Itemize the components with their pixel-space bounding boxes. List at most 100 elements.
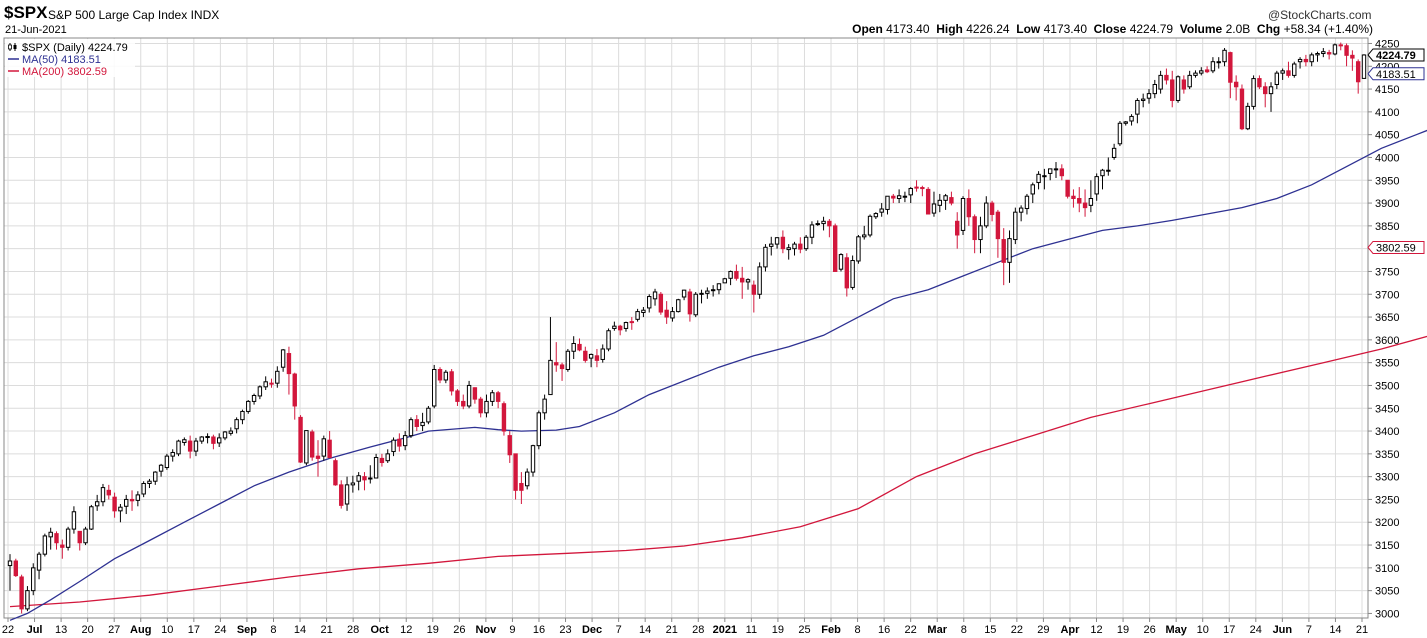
candle-body [164, 455, 170, 469]
x-tick-label: 26 [1143, 624, 1155, 636]
exchange-label: INDX [190, 8, 220, 22]
candle-body [583, 350, 588, 361]
x-tick-label: 21 [320, 624, 332, 636]
y-tick-label: 3150 [1375, 540, 1399, 552]
candle [960, 196, 966, 235]
candle [118, 504, 123, 523]
candle [25, 586, 30, 612]
candle [623, 321, 629, 332]
low-label: Low [1016, 22, 1041, 36]
ma50-layer [9, 129, 1427, 621]
candle-body [1297, 58, 1303, 63]
ma50-line [9, 129, 1427, 621]
candle [443, 369, 449, 384]
candle-body [588, 353, 594, 359]
candle-body [728, 270, 733, 279]
x-tick-label: Jun [1273, 624, 1293, 636]
candle-body [1210, 61, 1216, 72]
candle [548, 317, 553, 396]
candle-body [1036, 173, 1041, 184]
candle-body [1268, 86, 1274, 95]
price-label: 3802.59 [1367, 240, 1425, 254]
index-name: S&P 500 Large Cap Index INDX [48, 8, 219, 22]
volume-value: 2.0B [1225, 22, 1251, 36]
candle-body [891, 195, 896, 199]
candle-body [257, 386, 263, 397]
candle-body [1228, 52, 1233, 83]
candle-body [978, 225, 983, 241]
x-tick-label: Aug [130, 624, 151, 636]
x-tick-label: 21 [666, 624, 678, 636]
candle-body [31, 567, 36, 592]
candle [1129, 114, 1134, 126]
candle-body [827, 220, 832, 227]
candle [798, 237, 803, 254]
candle [211, 434, 216, 450]
candle-body [42, 535, 48, 555]
candle [937, 193, 942, 213]
candle-body [466, 384, 472, 407]
candle [1013, 207, 1018, 245]
candle-body [716, 283, 722, 291]
y-tick-label: 3750 [1375, 266, 1399, 278]
candle [455, 389, 460, 406]
price-label-box [1367, 240, 1425, 254]
candle [920, 185, 925, 197]
candle-body [1361, 54, 1367, 79]
legend-item: MA(200) 3802.59 [22, 66, 107, 78]
candle-body [856, 236, 861, 262]
candle [1135, 98, 1140, 124]
candle-body [1286, 70, 1291, 76]
candle [112, 492, 117, 518]
candle-body [501, 403, 507, 432]
candle-body [681, 289, 687, 298]
candle [740, 266, 745, 299]
candle [141, 481, 146, 498]
legend-background [5, 39, 135, 77]
candle-body [309, 431, 315, 458]
candle [1059, 164, 1065, 181]
y-tick-label: 3600 [1375, 335, 1399, 347]
candle [1007, 230, 1012, 283]
candle [856, 234, 861, 264]
candle-body [298, 416, 303, 463]
candle [1274, 70, 1280, 90]
candle [1065, 179, 1070, 199]
candle [1216, 57, 1221, 69]
candle-body [984, 202, 989, 227]
candle-body [269, 382, 274, 385]
candle [867, 214, 873, 238]
x-tick-label: 29 [1037, 624, 1049, 636]
candle [1100, 168, 1105, 190]
candle-body [1170, 79, 1175, 101]
candle [1286, 61, 1291, 78]
stockcharts-watermark: @StockCharts.com [1268, 8, 1372, 22]
x-tick-label: 10 [161, 624, 173, 636]
candle [83, 526, 88, 546]
candle-body [699, 292, 704, 295]
candle-body [821, 220, 826, 225]
candle-body [77, 530, 82, 544]
candle [333, 458, 338, 486]
candle-body [1018, 207, 1024, 213]
candle-body [896, 195, 902, 200]
candle [809, 221, 815, 245]
candle-body [1135, 99, 1140, 115]
candle [1222, 48, 1227, 67]
candle [722, 277, 727, 284]
candle-body [1164, 74, 1169, 81]
candle [402, 431, 408, 451]
candle [896, 189, 902, 204]
x-tick-label: 8 [855, 624, 861, 636]
plot-frame [3, 37, 1369, 619]
candle [966, 189, 972, 226]
candle [658, 291, 664, 315]
candle-body [850, 260, 855, 288]
candle-body [1216, 61, 1221, 64]
candle [1321, 48, 1326, 58]
candle-body [1350, 54, 1355, 59]
candle [1361, 54, 1367, 79]
candle-body [205, 436, 210, 439]
candle-body [734, 270, 739, 279]
